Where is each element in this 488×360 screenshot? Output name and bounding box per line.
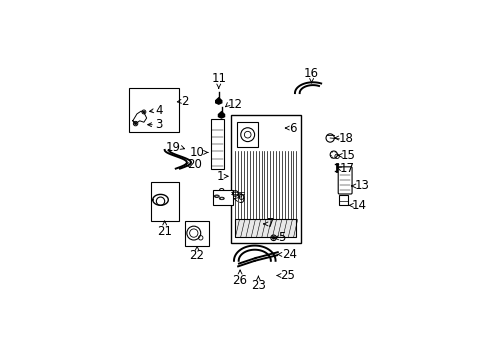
- Text: 15: 15: [340, 149, 355, 162]
- Bar: [150, 182, 178, 221]
- Text: 25: 25: [280, 269, 295, 282]
- Text: 26: 26: [232, 274, 247, 287]
- Text: 9: 9: [236, 193, 244, 206]
- Circle shape: [134, 122, 137, 125]
- Text: 12: 12: [227, 98, 243, 111]
- Text: 11: 11: [211, 72, 226, 85]
- Text: 2: 2: [181, 95, 188, 108]
- Text: 8: 8: [217, 187, 224, 200]
- Ellipse shape: [219, 197, 224, 200]
- Bar: [128, 87, 178, 132]
- Text: 17: 17: [340, 162, 354, 175]
- FancyBboxPatch shape: [338, 167, 351, 194]
- Bar: [213, 190, 232, 205]
- Text: 4: 4: [155, 104, 162, 117]
- Text: 21: 21: [157, 225, 172, 238]
- Bar: [235, 219, 296, 237]
- Bar: [339, 195, 348, 205]
- Ellipse shape: [215, 195, 218, 197]
- Polygon shape: [215, 98, 222, 104]
- Bar: [231, 115, 300, 243]
- Text: 24: 24: [281, 248, 296, 261]
- Text: 13: 13: [354, 179, 368, 193]
- Text: 1: 1: [216, 170, 224, 183]
- Text: 14: 14: [351, 199, 366, 212]
- Bar: [210, 120, 224, 169]
- Ellipse shape: [220, 198, 223, 199]
- Text: 3: 3: [155, 118, 162, 131]
- Text: 22: 22: [189, 249, 204, 262]
- Ellipse shape: [214, 195, 219, 198]
- Text: 16: 16: [304, 67, 319, 80]
- Text: 5: 5: [278, 231, 285, 244]
- Text: 6: 6: [288, 122, 296, 135]
- Text: 20: 20: [186, 158, 202, 171]
- Text: 18: 18: [338, 131, 353, 144]
- Circle shape: [272, 237, 274, 239]
- Text: 23: 23: [250, 279, 265, 292]
- Text: 19: 19: [165, 141, 181, 154]
- Bar: [237, 122, 258, 147]
- Circle shape: [143, 111, 144, 113]
- Bar: [185, 221, 208, 246]
- Polygon shape: [218, 112, 224, 118]
- Text: 10: 10: [190, 146, 204, 159]
- Text: 7: 7: [266, 217, 274, 230]
